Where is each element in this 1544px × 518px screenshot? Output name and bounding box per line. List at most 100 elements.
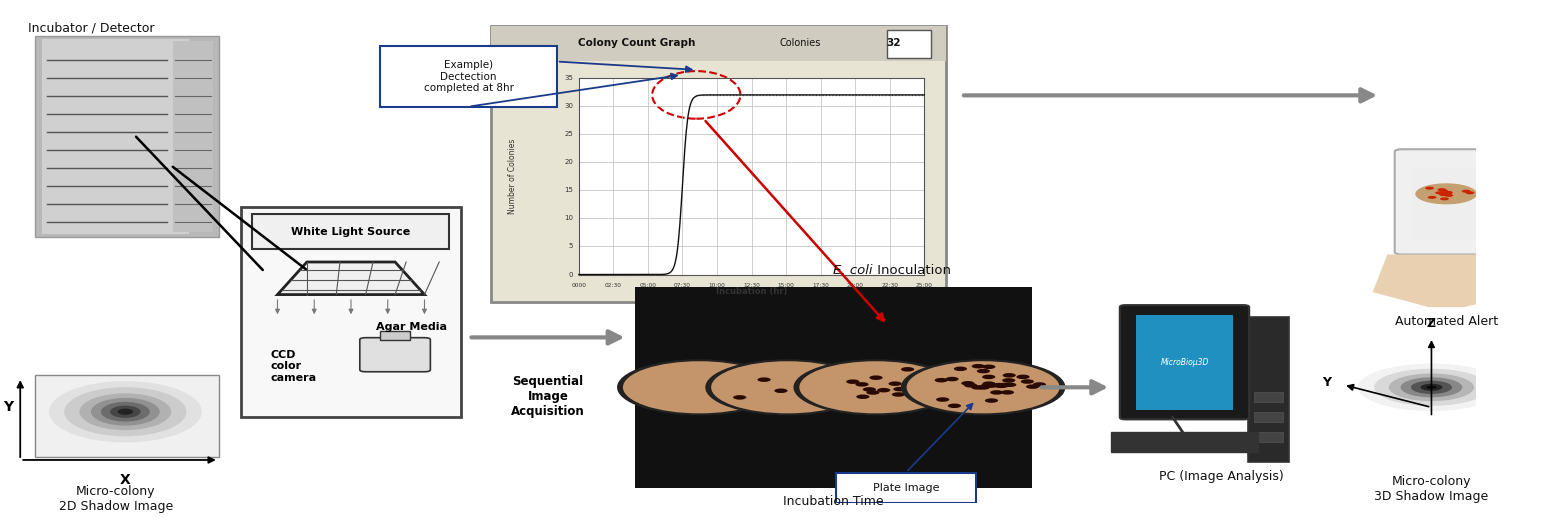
Circle shape: [900, 359, 1065, 415]
Circle shape: [894, 387, 906, 392]
FancyBboxPatch shape: [42, 39, 190, 235]
Circle shape: [1428, 196, 1436, 199]
Circle shape: [963, 383, 977, 387]
Circle shape: [1027, 384, 1039, 389]
Circle shape: [971, 364, 985, 368]
Circle shape: [622, 361, 775, 413]
Circle shape: [954, 367, 967, 371]
Text: 02:30: 02:30: [605, 282, 622, 287]
Text: 22:30: 22:30: [882, 282, 899, 287]
FancyBboxPatch shape: [635, 287, 1031, 487]
Circle shape: [1444, 191, 1453, 194]
Circle shape: [982, 365, 996, 369]
Circle shape: [758, 378, 770, 382]
Circle shape: [888, 381, 902, 386]
Circle shape: [994, 384, 1008, 388]
Circle shape: [618, 359, 781, 415]
Text: X: X: [120, 472, 131, 486]
FancyBboxPatch shape: [1413, 167, 1481, 239]
Text: Y: Y: [3, 400, 12, 414]
Circle shape: [928, 382, 942, 387]
Circle shape: [775, 388, 787, 393]
Circle shape: [999, 383, 1011, 387]
Text: Automated Alert: Automated Alert: [1394, 314, 1498, 327]
Text: 20:00: 20:00: [846, 282, 863, 287]
Circle shape: [1021, 379, 1034, 384]
Text: White Light Source: White Light Source: [292, 227, 411, 237]
Circle shape: [1425, 186, 1434, 190]
Circle shape: [906, 361, 1059, 413]
Text: Plate Image: Plate Image: [872, 483, 939, 493]
Ellipse shape: [49, 381, 202, 442]
Text: 15: 15: [564, 188, 573, 193]
Circle shape: [823, 382, 837, 386]
Ellipse shape: [100, 402, 150, 422]
FancyBboxPatch shape: [36, 36, 219, 237]
Text: 20: 20: [564, 159, 573, 165]
Circle shape: [706, 359, 869, 415]
Ellipse shape: [79, 393, 171, 430]
Circle shape: [1465, 191, 1475, 194]
Text: Number of Colonies: Number of Colonies: [508, 139, 517, 214]
Circle shape: [1437, 188, 1447, 191]
Circle shape: [934, 378, 948, 382]
Ellipse shape: [1411, 381, 1451, 394]
Text: 10: 10: [564, 215, 573, 221]
FancyBboxPatch shape: [380, 47, 557, 107]
Circle shape: [1444, 194, 1453, 197]
Ellipse shape: [1400, 377, 1462, 397]
FancyBboxPatch shape: [1119, 305, 1249, 420]
Circle shape: [990, 390, 1004, 395]
Circle shape: [1002, 373, 1016, 378]
Text: CCD
color
camera: CCD color camera: [270, 350, 317, 383]
Text: E. coli: E. coli: [834, 264, 872, 277]
Circle shape: [712, 361, 865, 413]
Circle shape: [800, 361, 953, 413]
Text: 25:00: 25:00: [916, 282, 933, 287]
Text: Colony Count Graph: Colony Count Graph: [577, 38, 695, 49]
Polygon shape: [1373, 254, 1527, 307]
Circle shape: [1439, 193, 1448, 196]
FancyBboxPatch shape: [579, 78, 925, 275]
Text: 30: 30: [564, 103, 573, 109]
Circle shape: [971, 385, 985, 390]
Circle shape: [980, 383, 994, 388]
Text: Agar Media: Agar Media: [375, 322, 446, 332]
FancyBboxPatch shape: [36, 375, 219, 457]
Text: Incubation Time: Incubation Time: [783, 495, 883, 508]
Circle shape: [982, 381, 996, 386]
Text: 12:30: 12:30: [743, 282, 760, 287]
Circle shape: [855, 382, 869, 386]
Text: Z: Z: [1427, 316, 1436, 329]
FancyBboxPatch shape: [1254, 412, 1283, 422]
Text: 35: 35: [564, 75, 573, 81]
Text: Micro-colony
2D Shadow Image: Micro-colony 2D Shadow Image: [59, 485, 173, 513]
Text: Inoculation: Inoculation: [872, 264, 951, 277]
Ellipse shape: [1374, 369, 1488, 406]
Circle shape: [993, 383, 1007, 387]
Circle shape: [982, 375, 996, 379]
Circle shape: [945, 377, 959, 381]
FancyBboxPatch shape: [491, 26, 946, 302]
Text: Incubator / Detector: Incubator / Detector: [28, 21, 154, 34]
Circle shape: [857, 395, 869, 399]
Circle shape: [892, 392, 905, 397]
Text: 0: 0: [568, 271, 573, 278]
FancyBboxPatch shape: [1394, 149, 1498, 254]
Circle shape: [977, 385, 990, 390]
Circle shape: [985, 383, 997, 388]
Text: 0000: 0000: [571, 282, 587, 287]
FancyBboxPatch shape: [1112, 433, 1258, 452]
Ellipse shape: [110, 406, 141, 418]
FancyBboxPatch shape: [253, 214, 449, 250]
Circle shape: [866, 390, 880, 395]
Circle shape: [1462, 190, 1470, 193]
FancyBboxPatch shape: [1254, 433, 1283, 442]
Text: 32: 32: [886, 38, 902, 49]
Text: Colonies: Colonies: [780, 38, 821, 49]
Circle shape: [1439, 190, 1448, 192]
FancyBboxPatch shape: [241, 207, 462, 418]
Circle shape: [948, 404, 960, 408]
Circle shape: [1444, 191, 1453, 194]
Polygon shape: [278, 262, 425, 295]
